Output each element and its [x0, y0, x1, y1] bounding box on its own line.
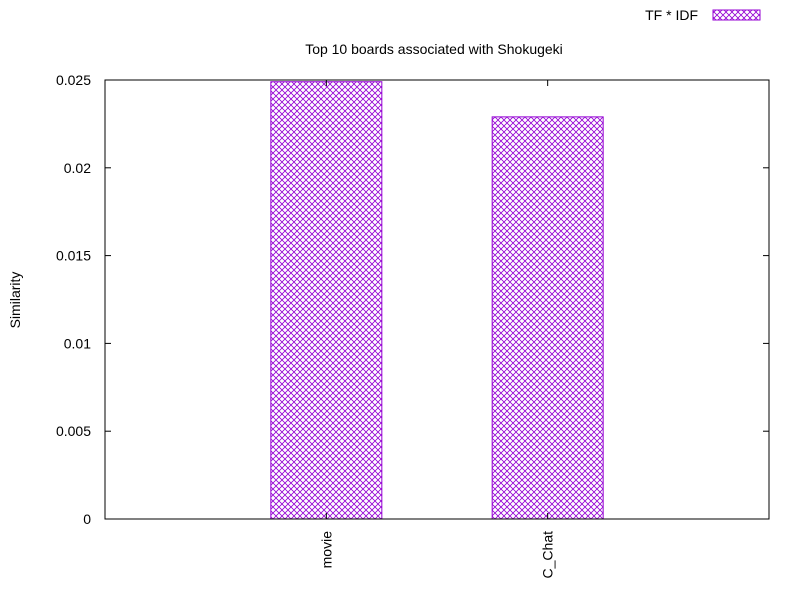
plot-frame [104, 79, 770, 520]
y-tick-label: 0.005 [56, 423, 91, 439]
legend-swatch [712, 9, 761, 21]
bars [270, 81, 604, 520]
chart-title: Top 10 boards associated with Shokugeki [305, 41, 563, 57]
x-tick-label: movie [318, 531, 334, 569]
y-tick-label: 0.015 [56, 248, 91, 264]
y-axis-label: Similarity [7, 272, 23, 329]
y-tick-label: 0 [83, 511, 91, 527]
legend: TF * IDF [645, 7, 761, 23]
bar-movie [270, 81, 383, 520]
y-tick-label: 0.02 [64, 160, 91, 176]
x-tick-label: C_Chat [540, 531, 556, 579]
y-tick-label: 0.01 [64, 335, 91, 351]
x-axis: movie C_Chat [318, 80, 556, 579]
y-axis: 0 0.005 0.01 0.015 0.02 0.025 [56, 72, 769, 527]
bar-c-chat [491, 116, 604, 520]
y-tick-label: 0.025 [56, 72, 91, 88]
legend-label: TF * IDF [645, 7, 698, 23]
